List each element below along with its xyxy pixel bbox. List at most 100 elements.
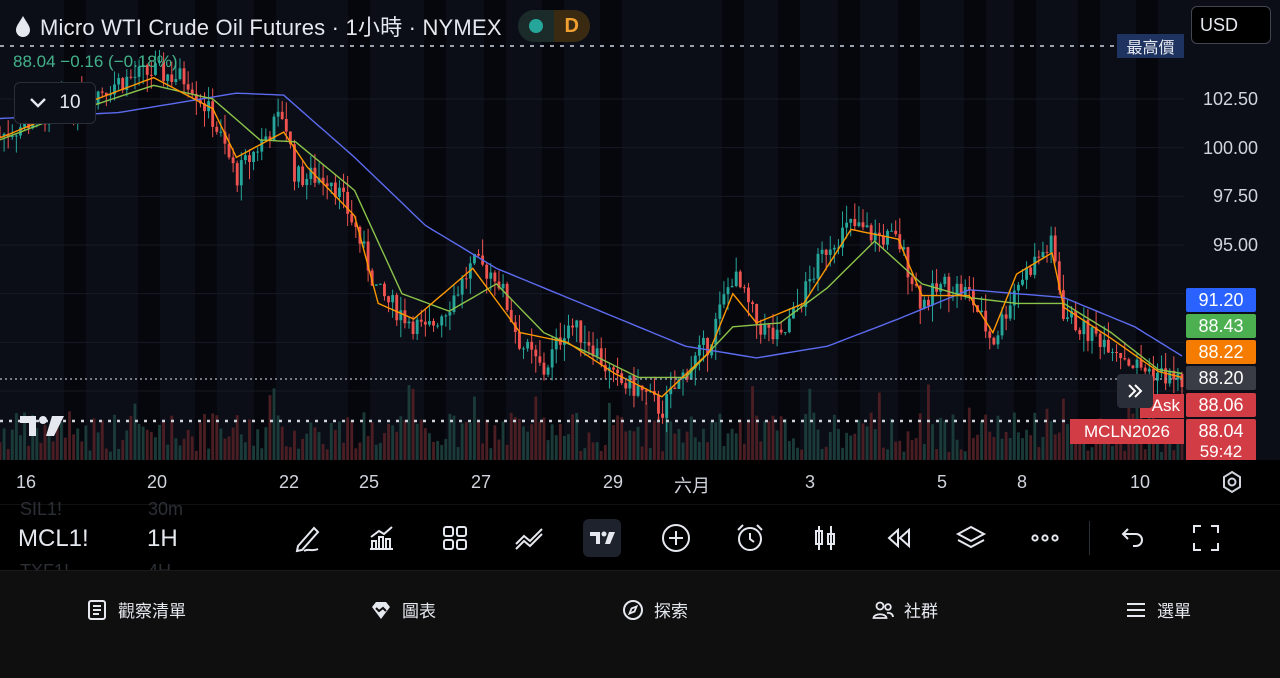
candle-body: [1070, 310, 1073, 318]
trend-lines-icon: [515, 528, 543, 550]
candles-icon: [815, 526, 835, 550]
volume-bar: [591, 442, 595, 460]
volume-bar: [1119, 442, 1123, 460]
candle-body: [464, 278, 468, 280]
candle-body: [693, 355, 697, 369]
alert-button[interactable]: [731, 519, 769, 557]
volume-bar: [309, 422, 313, 460]
time-tick: 16: [15, 472, 37, 492]
volume-bar: [485, 419, 489, 460]
symbol-title[interactable]: Micro WTI Crude Oil Futures · 1小時 · NYME…: [40, 15, 502, 40]
candle-body: [338, 187, 341, 197]
chart-header[interactable]: Micro WTI Crude Oil Futures · 1小時 · NYME…: [14, 10, 590, 42]
candle-body: [734, 271, 738, 287]
volume-bar: [792, 438, 795, 460]
candle-body: [231, 157, 235, 164]
candle-body: [980, 310, 984, 313]
candle-body: [6, 133, 10, 137]
volume-bar: [68, 411, 71, 460]
bottom-navigation: 觀察清單 圖表 探索 社群 選單: [0, 570, 1280, 678]
candle-body: [317, 177, 321, 183]
time-axis[interactable]: 16 20 22 25 27 29 六月 3 5 8 10: [0, 460, 1280, 504]
candle-body: [260, 139, 264, 152]
object-tree-button[interactable]: [952, 519, 990, 557]
volume-bar: [612, 425, 615, 460]
volume-bar: [853, 433, 857, 460]
candle-body: [174, 79, 178, 82]
candle-body: [473, 253, 476, 264]
currency-selector[interactable]: USD: [1191, 6, 1271, 44]
nav-explore[interactable]: 探索: [622, 597, 688, 622]
candle-body: [370, 270, 374, 286]
watchlist-icon: [88, 599, 106, 620]
volume-bar: [1025, 429, 1029, 460]
layouts-button[interactable]: [436, 519, 474, 557]
candle-body: [922, 299, 926, 309]
candle-body: [890, 230, 894, 232]
undo-button[interactable]: [1113, 519, 1151, 557]
volume-bar: [14, 413, 18, 460]
candle-body: [391, 295, 395, 303]
volume-bar: [162, 421, 166, 460]
candle-body: [129, 76, 133, 78]
symbol-selector[interactable]: MCL1!: [18, 525, 89, 552]
axis-settings-icon[interactable]: [1220, 470, 1244, 494]
volume-bar: [673, 433, 677, 460]
volume-bar: [587, 432, 591, 460]
volume-bar: [538, 421, 542, 460]
candle-body: [505, 283, 509, 310]
volume-bar: [661, 451, 665, 460]
volume-bar: [730, 428, 734, 460]
volume-bar: [243, 442, 247, 460]
candle-body: [153, 63, 157, 75]
volume-bar: [419, 419, 423, 460]
indicators-toggle-button[interactable]: 10: [14, 82, 96, 124]
drawing-tools-button[interactable]: [289, 519, 327, 557]
fullscreen-icon: [1193, 525, 1219, 551]
volume-bar: [959, 449, 963, 460]
candle-body: [787, 318, 791, 333]
candle-body: [571, 325, 575, 328]
time-tick: 10: [1129, 472, 1151, 492]
candle-body: [931, 283, 934, 306]
candle-body: [783, 332, 787, 334]
candle-body: [542, 362, 546, 375]
volume-bar: [231, 427, 235, 460]
candle-body: [497, 281, 501, 289]
volume-bar: [796, 447, 799, 460]
candle-body: [293, 144, 296, 182]
volume-bar: [227, 436, 231, 460]
volume-bar: [775, 430, 779, 460]
volume-bar: [121, 439, 125, 460]
scroll-to-realtime-button[interactable]: [1117, 374, 1153, 408]
chart-area[interactable]: Micro WTI Crude Oil Futures · 1小時 · NYME…: [0, 0, 1280, 462]
volume-bar: [693, 437, 697, 460]
indicators-button[interactable]: [362, 519, 400, 557]
candle-body: [669, 387, 673, 395]
market-status-pill[interactable]: D: [517, 10, 590, 42]
price-chart[interactable]: [0, 0, 1280, 460]
chart-type-button[interactable]: [806, 519, 844, 557]
nav-menu[interactable]: 選單: [1125, 597, 1191, 622]
compare-button[interactable]: [510, 519, 548, 557]
alarm-clock-icon: [737, 524, 763, 551]
tradingview-button[interactable]: [583, 519, 621, 557]
volume-bar: [779, 416, 783, 460]
timeframe-selector[interactable]: 1H: [147, 525, 178, 552]
volume-bar: [215, 415, 219, 460]
candle-body: [714, 318, 718, 345]
nav-community[interactable]: 社群: [872, 597, 938, 622]
add-button[interactable]: [657, 519, 695, 557]
volume-bar: [436, 440, 440, 460]
nav-chart[interactable]: 圖表: [370, 597, 436, 622]
volume-bar: [1115, 439, 1118, 460]
volume-bar: [1033, 412, 1037, 460]
more-button[interactable]: [1026, 519, 1064, 557]
volume-bar: [333, 430, 337, 460]
candle-body: [755, 303, 759, 324]
candle-body: [346, 191, 350, 214]
candle-body: [1147, 368, 1151, 372]
nav-watchlist[interactable]: 觀察清單: [86, 597, 186, 622]
replay-button[interactable]: [879, 519, 917, 557]
fullscreen-button[interactable]: [1187, 519, 1225, 557]
